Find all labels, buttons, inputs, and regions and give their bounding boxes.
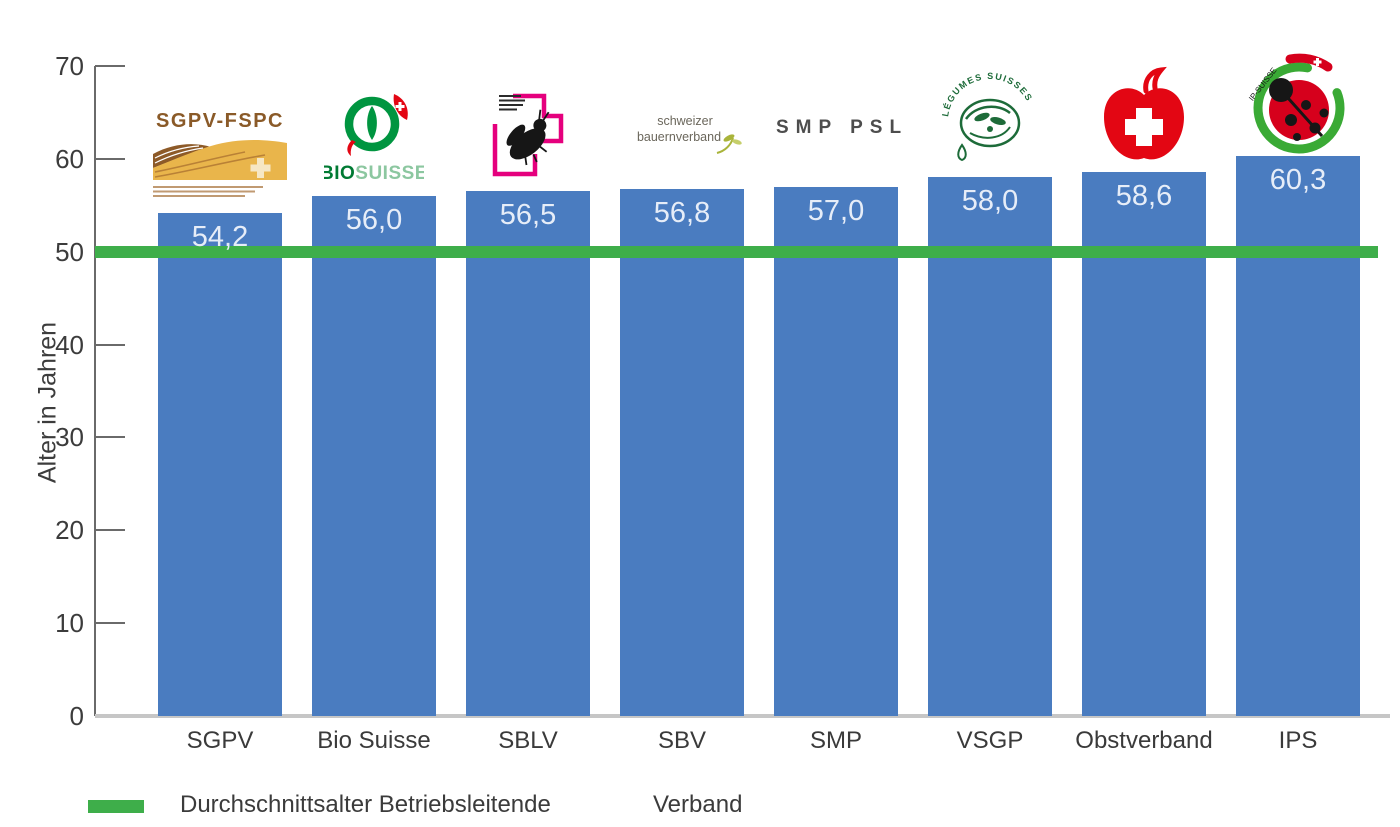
y-tick-mark-70 [95, 65, 125, 67]
bar-value-vsgp: 58,0 [961, 185, 1019, 218]
x-tick-label-bio-suisse: Bio Suisse [317, 727, 431, 754]
smp-logo-text: SMP PSL [776, 116, 909, 138]
x-tick-label-vsgp: VSGP [956, 727, 1024, 754]
x-tick-label-sgpv: SGPV [186, 727, 254, 754]
bar-sbv [620, 188, 744, 716]
bar-value-obstverband: 58,6 [1115, 179, 1173, 212]
sbv-text-line1: schweizer [657, 114, 713, 128]
sblv-logo [482, 89, 574, 181]
sbv-logo: schweizer bauernverband [617, 111, 747, 159]
y-tick-mark-20 [95, 529, 125, 532]
x-tick-label-ips: IPS [1278, 727, 1318, 754]
smp-psl-logo: SMP PSL [776, 116, 909, 143]
bio-text: BIO [324, 163, 355, 184]
x-tick-label-obstverband: Obstverband [1075, 727, 1213, 754]
sbv-text-line2: bauernverband [637, 130, 721, 144]
bar-value-smp: 57,0 [807, 194, 865, 227]
legend-reference-label: Durchschnittsalter Betriebsleitende [180, 791, 551, 818]
bio-suisse-logo: BIOSUISSE [320, 88, 427, 188]
bar-vsgp [928, 177, 1052, 716]
y-tick-mark-60 [95, 157, 125, 160]
bar-value-sblv: 56,5 [499, 199, 557, 232]
sgpv-fspc-logo: SGPV-FSPC [145, 108, 295, 203]
x-tick-label-sblv: SBLV [498, 727, 558, 754]
bar-sgpv [158, 212, 282, 716]
vsgp-ring-text: LÉGUMES SUISSES [940, 71, 1033, 117]
bar-ips [1236, 156, 1360, 716]
bar-bio-suisse [312, 196, 436, 716]
bar-sblv [466, 191, 590, 716]
sgpv-logo-text: SGPV-FSPC [156, 110, 284, 132]
svg-text:LÉGUMES SUISSES: LÉGUMES SUISSES [940, 71, 1035, 117]
svg-text:BIOSUISSE: BIOSUISSE [324, 163, 424, 184]
legend-line-swatch [88, 800, 144, 813]
y-tick-label-60: 60 [55, 143, 84, 174]
suisse-text: SUISSE [355, 163, 424, 184]
reference-line-average-age [95, 245, 1378, 258]
y-tick-mark-40 [95, 343, 125, 346]
x-axis-title: Verband [653, 791, 743, 818]
vsgp-legumes-suisses-logo: LÉGUMES SUISSES [936, 59, 1044, 167]
y-tick-label-50: 50 [55, 236, 84, 267]
bar-value-ips: 60,3 [1269, 164, 1327, 197]
obstverband-apple-logo [1094, 61, 1194, 167]
bar-obstverband [1082, 171, 1206, 716]
y-tick-label-10: 10 [55, 608, 84, 639]
y-tick-mark-30 [95, 436, 125, 439]
y-tick-label-20: 20 [55, 515, 84, 546]
bar-smp [774, 186, 898, 716]
bee-icon [506, 109, 550, 166]
y-tick-label-40: 40 [55, 329, 84, 360]
y-axis-line [94, 66, 96, 716]
bar-value-bio-suisse: 56,0 [345, 204, 403, 236]
y-tick-label-0: 0 [69, 701, 84, 731]
y-tick-label-30: 30 [55, 422, 84, 453]
x-axis-baseline [95, 714, 1390, 718]
bar-value-sgpv: 54,2 [191, 220, 249, 253]
bar-value-sbv: 56,8 [653, 196, 711, 229]
x-tick-label-sbv: SBV [657, 727, 707, 754]
ip-suisse-ladybug-logo: IP-SUISSE [1242, 46, 1354, 154]
x-tick-label-smp: SMP [809, 727, 862, 754]
y-tick-mark-10 [95, 622, 125, 625]
y-tick-label-70: 70 [55, 51, 84, 81]
